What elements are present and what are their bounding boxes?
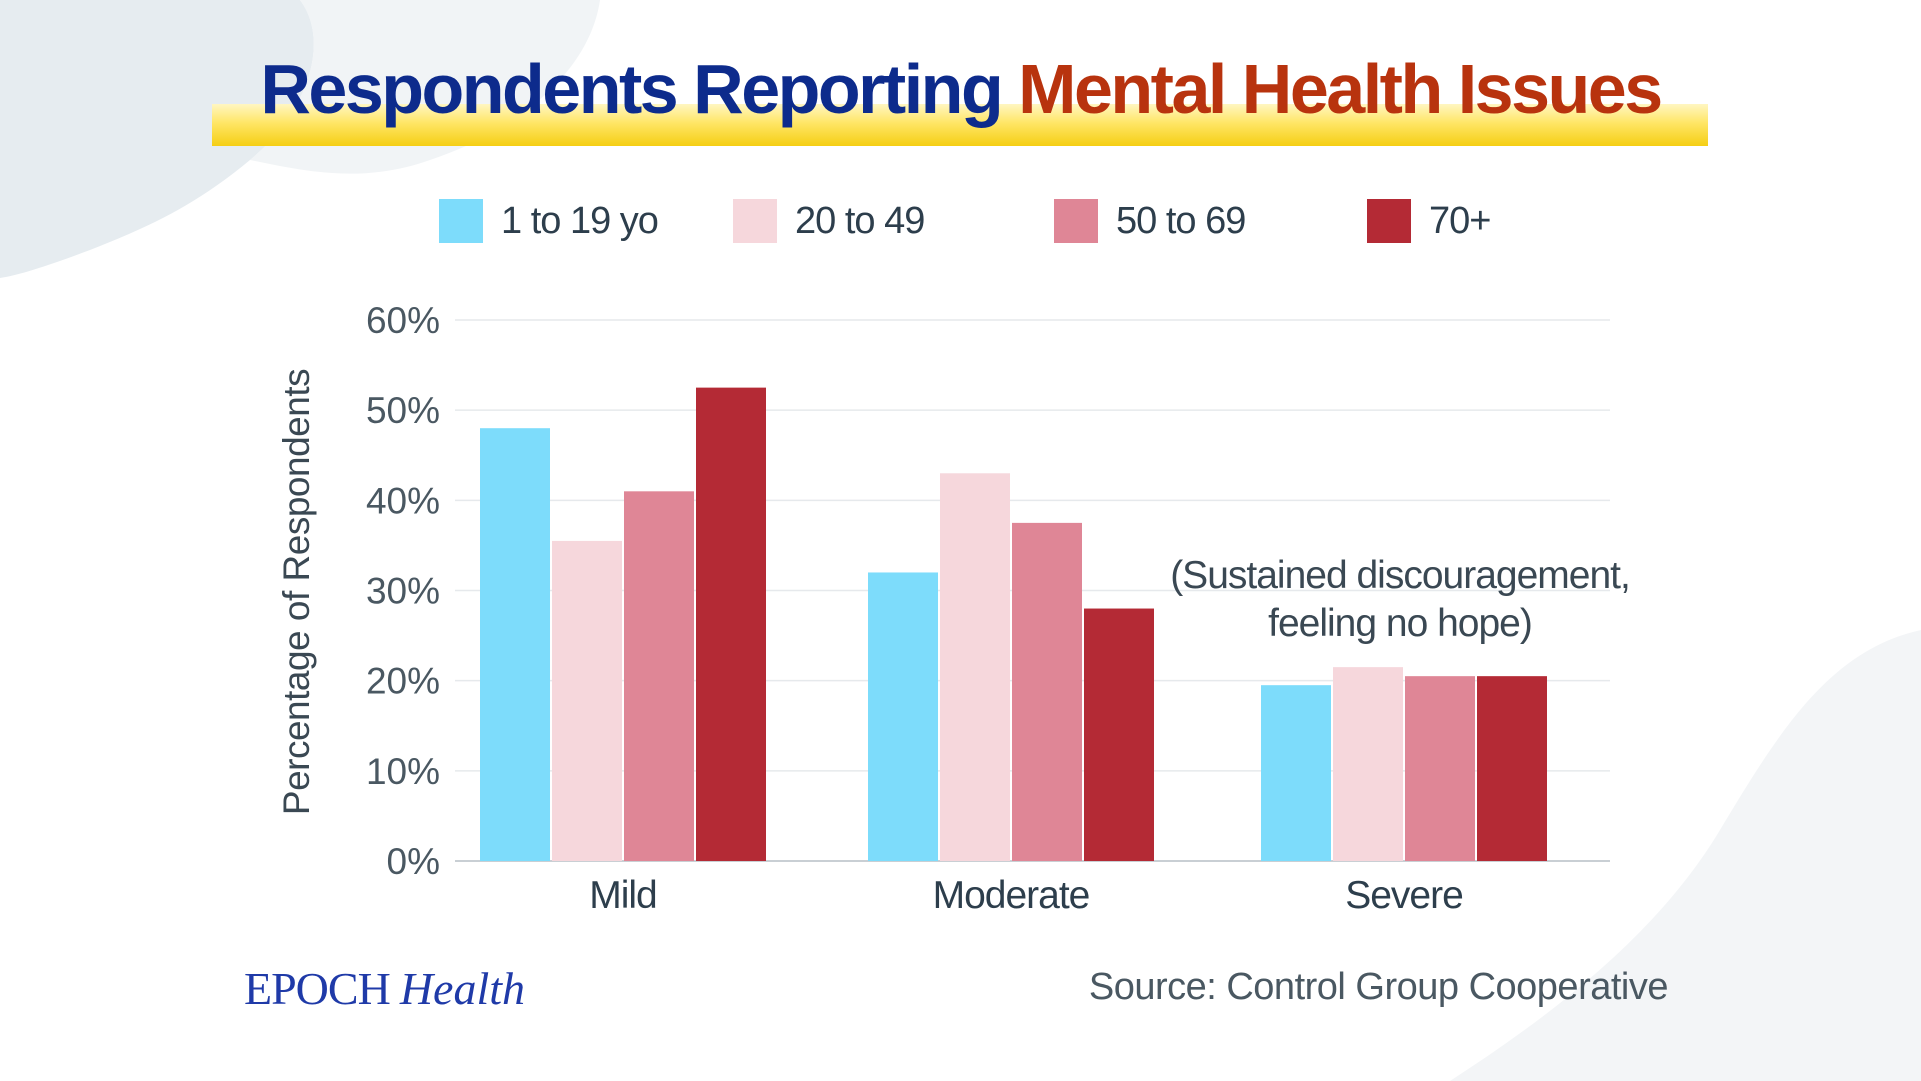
bar-moderate-20-to-49 xyxy=(940,473,1010,861)
bar-severe-1-to-19-yo xyxy=(1261,685,1331,861)
bar-severe-70- xyxy=(1477,676,1547,861)
category-label-severe: Severe xyxy=(1345,874,1463,917)
background-blob-bottom-right xyxy=(1450,630,1921,1081)
legend-swatch-1-to-19 xyxy=(439,199,483,243)
background-blob-top-left xyxy=(0,0,314,278)
y-tick-label-10: 10% xyxy=(366,751,440,792)
chart-title: Respondents Reporting Mental Health Issu… xyxy=(0,44,1921,134)
legend-label-70-plus: 70+ xyxy=(1429,199,1491,242)
legend-item-70-plus: 70+ xyxy=(1367,198,1491,244)
y-tick-label-20: 20% xyxy=(366,661,440,702)
severe-annotation: (Sustained discouragement, feeling no hop… xyxy=(1170,554,1631,645)
legend-item-50-to-69: 50 to 69 xyxy=(1054,198,1246,244)
bars xyxy=(480,387,1547,861)
legend-label-1-to-19: 1 to 19 yo xyxy=(501,199,659,242)
x-axis-categories: Mild Moderate Severe xyxy=(589,874,1464,917)
category-label-mild: Mild xyxy=(589,874,657,917)
y-tick-label-30: 30% xyxy=(366,571,440,612)
legend-item-1-to-19: 1 to 19 yo xyxy=(439,198,659,244)
category-label-moderate: Moderate xyxy=(933,874,1090,917)
bar-mild-20-to-49 xyxy=(552,540,622,861)
y-axis-title: Percentage of Respondents xyxy=(276,369,317,815)
annotation-line-1: (Sustained discouragement, xyxy=(1170,554,1630,597)
bar-moderate-1-to-19-yo xyxy=(868,572,938,861)
legend-swatch-20-to-49 xyxy=(733,199,777,243)
legend-swatch-70-plus xyxy=(1367,199,1411,243)
y-tick-label-60: 60% xyxy=(366,300,440,341)
bar-moderate-70- xyxy=(1084,608,1154,861)
annotation-line-2: feeling no hope) xyxy=(1268,602,1532,645)
legend-swatch-50-to-69 xyxy=(1054,199,1098,243)
bar-severe-50-to-69 xyxy=(1405,676,1475,861)
bar-mild-50-to-69 xyxy=(624,491,694,861)
epoch-health-logo: EPOCH Health xyxy=(244,962,525,1015)
y-tick-label-0: 0% xyxy=(387,841,440,882)
brand-sub: Health xyxy=(399,963,526,1014)
brand-main: EPOCH xyxy=(244,963,391,1014)
bar-mild-70- xyxy=(696,387,766,861)
title-part-blue: Respondents Reporting xyxy=(260,50,1003,128)
source-credit: Source: Control Group Cooperative xyxy=(1088,966,1669,1008)
y-axis-ticks: 0% 10% 20% 30% 40% 50% 60% xyxy=(366,300,440,882)
title-highlight-bar xyxy=(212,104,1708,146)
y-tick-label-40: 40% xyxy=(366,480,440,521)
legend-label-20-to-49: 20 to 49 xyxy=(795,199,925,242)
bar-moderate-50-to-69 xyxy=(1012,522,1082,861)
legend-label-50-to-69: 50 to 69 xyxy=(1116,199,1246,242)
bar-severe-20-to-49 xyxy=(1333,667,1403,861)
title-part-red: Mental Health Issues xyxy=(1018,50,1663,128)
bar-mild-1-to-19-yo xyxy=(480,428,550,861)
legend-item-20-to-49: 20 to 49 xyxy=(733,198,925,244)
y-tick-label-50: 50% xyxy=(366,390,440,431)
